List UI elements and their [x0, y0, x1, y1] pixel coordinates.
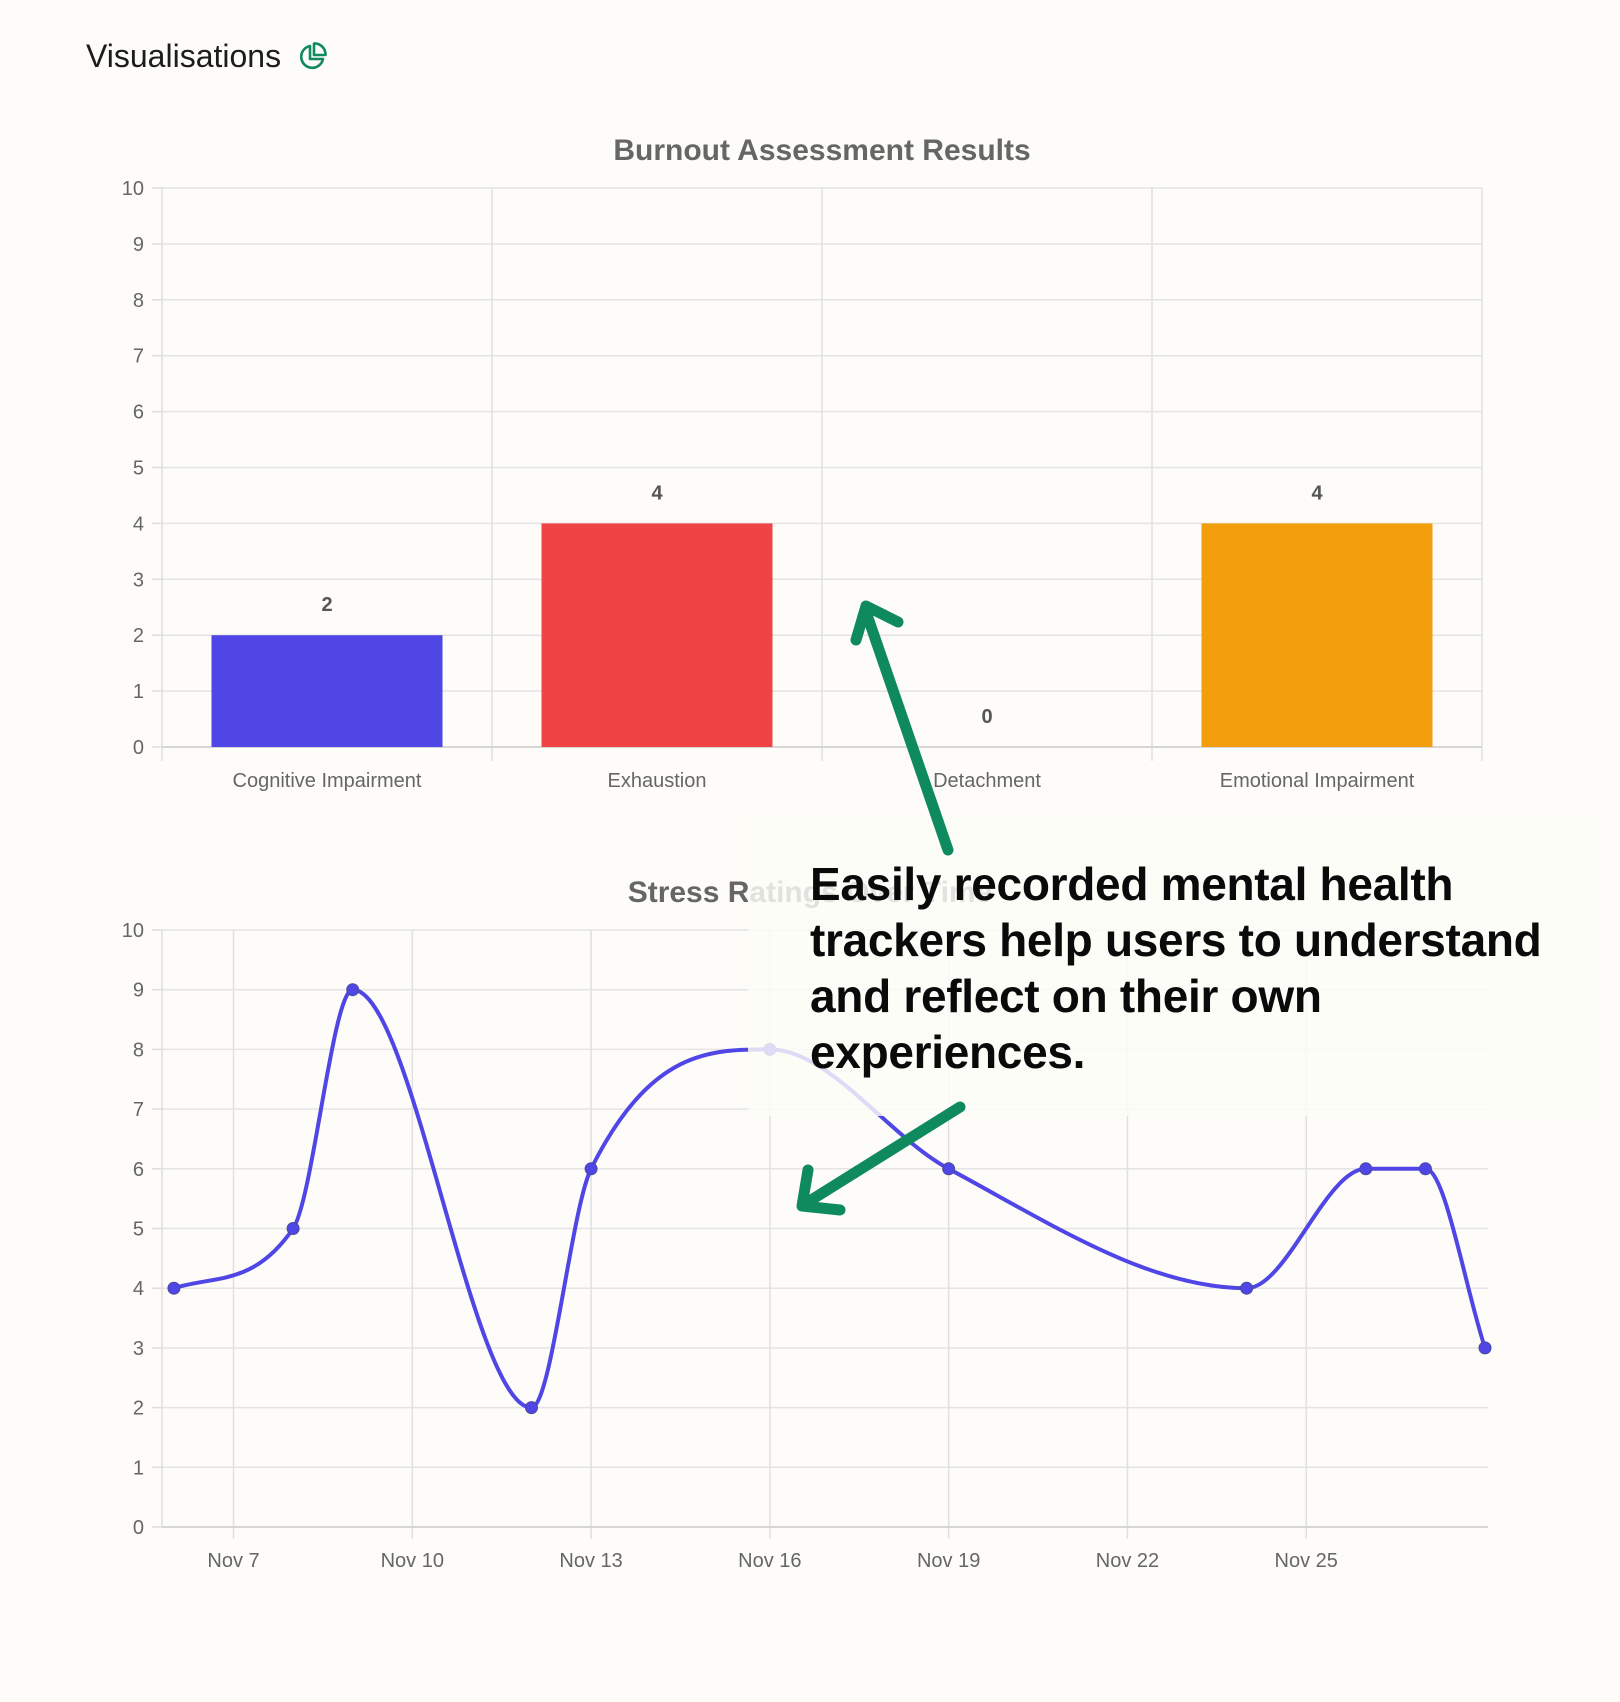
- y-tick-label: 1: [133, 1457, 144, 1479]
- bar: [541, 523, 773, 747]
- data-point: [1478, 1341, 1492, 1355]
- x-tick-label: Nov 25: [1275, 1550, 1338, 1572]
- x-tick-label: Nov 16: [738, 1550, 801, 1572]
- data-point: [1240, 1281, 1254, 1295]
- y-tick-label: 0: [133, 1517, 144, 1539]
- data-point: [286, 1222, 300, 1235]
- data-point: [346, 983, 360, 997]
- chart-title: Burnout Assessment Results: [613, 134, 1030, 167]
- y-tick-label: 2: [133, 625, 144, 647]
- x-tick-label: Nov 13: [559, 1550, 622, 1572]
- y-tick-label: 6: [133, 402, 144, 424]
- data-point: [942, 1162, 956, 1176]
- x-tick-label: Cognitive Impairment: [233, 770, 422, 792]
- data-point: [1359, 1162, 1373, 1176]
- header: Visualisations: [86, 38, 327, 75]
- y-tick-label: 1: [133, 681, 144, 703]
- data-point: [1418, 1162, 1432, 1176]
- bar: [211, 635, 443, 747]
- bar-data-label: 0: [981, 706, 992, 728]
- y-tick-label: 4: [133, 513, 144, 535]
- bar-data-label: 2: [321, 594, 332, 616]
- x-tick-label: Nov 19: [917, 1550, 980, 1572]
- y-tick-label: 3: [133, 1338, 144, 1360]
- annotation-line: experiences.: [810, 1026, 1086, 1078]
- x-tick-label: Nov 22: [1096, 1550, 1159, 1572]
- data-point: [584, 1162, 598, 1176]
- y-tick-label: 8: [133, 290, 144, 312]
- page-title: Visualisations: [86, 38, 282, 74]
- y-tick-label: 9: [133, 980, 144, 1002]
- y-tick-label: 4: [133, 1278, 144, 1300]
- x-tick-label: Exhaustion: [608, 770, 707, 792]
- y-tick-label: 2: [133, 1398, 144, 1420]
- burnout-bar-chart: Burnout Assessment Results 0 1 2 3 4 5 6 7 8 9 10 2 C…: [0, 120, 1620, 820]
- y-tick-label: 7: [133, 1099, 144, 1121]
- y-tick-label: 5: [133, 1219, 144, 1241]
- bar: [1201, 523, 1433, 747]
- bar-data-label: 4: [651, 482, 663, 504]
- y-tick-label: 8: [133, 1039, 144, 1061]
- y-tick-label: 7: [133, 346, 144, 368]
- y-tick-label: 3: [133, 569, 144, 591]
- stress-series-line: [173, 987, 1487, 1410]
- y-tick-label: 10: [122, 920, 144, 942]
- annotation-backdrop: [748, 816, 1598, 1116]
- bar-data-label: 4: [1311, 482, 1323, 504]
- annotation-line: trackers help users to understand: [810, 914, 1542, 966]
- pie-chart-icon: [297, 41, 327, 72]
- y-tick-label: 10: [122, 178, 144, 200]
- x-tick-label: Detachment: [933, 770, 1041, 792]
- burnout-bar-chart-svg: Burnout Assessment Results 0 1 2 3 4 5 6 7 8 9 10 2 C…: [122, 134, 1483, 792]
- x-tick-label: Emotional Impairment: [1220, 770, 1415, 792]
- x-tick-label: Nov 10: [381, 1550, 444, 1572]
- y-tick-label: 0: [133, 737, 144, 759]
- y-tick-label: 6: [133, 1159, 144, 1181]
- data-point: [524, 1401, 538, 1415]
- data-point: [167, 1281, 181, 1295]
- annotation-line: Easily recorded mental health: [810, 858, 1454, 910]
- y-tick-label: 9: [133, 234, 144, 256]
- x-tick-label: Nov 7: [207, 1550, 259, 1572]
- y-tick-label: 5: [133, 458, 144, 480]
- annotation-text: Easily recorded mental health trackers h…: [810, 856, 1610, 1080]
- annotation-line: and reflect on their own: [810, 970, 1322, 1022]
